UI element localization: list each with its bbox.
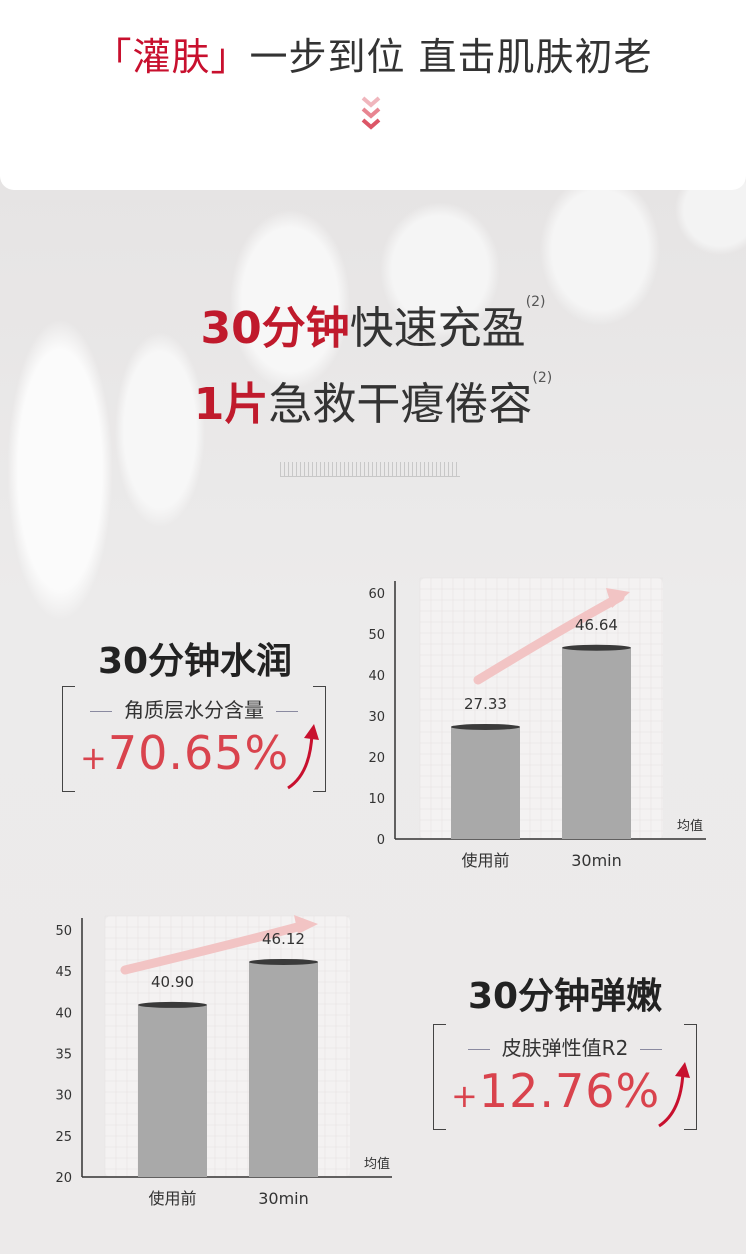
bar-value-label: 40.90 — [151, 973, 194, 991]
bar-top-cap — [249, 958, 318, 965]
unit-label: 均值 — [364, 1156, 390, 1172]
up-arrow-icon — [287, 724, 319, 790]
bar-chart-2: 20 25 30 35 40 45 50 40.90 使用前 46.12 30min 均值 — [55, 915, 392, 1208]
header-title: 「灌肤」一步到位 直击肌肤初老 — [93, 35, 653, 79]
y-tick-label: 40 — [368, 669, 385, 684]
bar-top-cap — [138, 1001, 207, 1008]
elasticity-title: 30分钟弹嫩 — [467, 976, 663, 1017]
bar-value-label: 46.12 — [262, 930, 305, 948]
bar-chart-1: 0 10 20 30 40 50 60 27.33 使用前 46.64 30min 均值 — [368, 577, 706, 870]
trend-arrow — [120, 920, 310, 975]
ruler-divider — [280, 462, 460, 477]
y-tick-label: 35 — [55, 1048, 72, 1063]
elasticity-percent: +12.76% — [451, 1064, 661, 1118]
bar-使用前 — [451, 726, 520, 839]
header-card: 「灌肤」一步到位 直击肌肤初老 — [0, 0, 746, 190]
y-tick-label: 50 — [55, 924, 72, 939]
elasticity-metric: 皮肤弹性值R2 — [433, 1032, 697, 1061]
y-tick-label: 25 — [55, 1130, 72, 1145]
y-tick-label: 45 — [55, 965, 72, 980]
hydration-title: 30分钟水润 — [97, 641, 293, 682]
triple-chevron-down-icon — [361, 96, 381, 130]
y-tick-label: 30 — [55, 1089, 72, 1104]
y-tick-label: 20 — [368, 751, 385, 766]
up-arrow-icon — [658, 1062, 690, 1128]
y-tick-label: 0 — [377, 833, 385, 848]
y-tick-label: 20 — [55, 1171, 72, 1186]
y-tick-label: 10 — [368, 792, 385, 807]
bar-top-cap — [451, 723, 520, 730]
x-category-label: 30min — [258, 1189, 309, 1208]
y-tick-label: 40 — [55, 1006, 72, 1021]
x-category-label: 30min — [571, 851, 622, 870]
unit-label: 均值 — [677, 818, 703, 834]
elasticity-stat-box: 皮肤弹性值R2 +12.76% — [433, 1024, 697, 1130]
bar-value-label: 46.64 — [575, 616, 618, 634]
x-category-label: 使用前 — [148, 1189, 196, 1208]
trend-arrow-head — [606, 588, 630, 608]
headline-line-1: 30分钟快速充盈(2) — [200, 294, 546, 354]
bar-30min — [562, 647, 631, 839]
trend-arrow — [473, 592, 625, 685]
y-tick-label: 30 — [368, 710, 385, 725]
trend-arrow-head — [294, 915, 318, 934]
headline-line-2: 1片急救干瘪倦容(2) — [193, 370, 553, 430]
bar-30min — [249, 961, 318, 1177]
x-category-label: 使用前 — [461, 851, 509, 870]
bar-top-cap — [562, 644, 631, 651]
hydration-percent: +70.65% — [80, 726, 290, 780]
bar-value-label: 27.33 — [464, 695, 507, 713]
hydration-stat-box: 角质层水分含量 +70.65% — [62, 686, 326, 792]
hydration-metric: 角质层水分含量 — [62, 694, 326, 723]
y-tick-label: 60 — [368, 587, 385, 602]
bar-使用前 — [138, 1004, 207, 1177]
y-tick-label: 50 — [368, 628, 385, 643]
